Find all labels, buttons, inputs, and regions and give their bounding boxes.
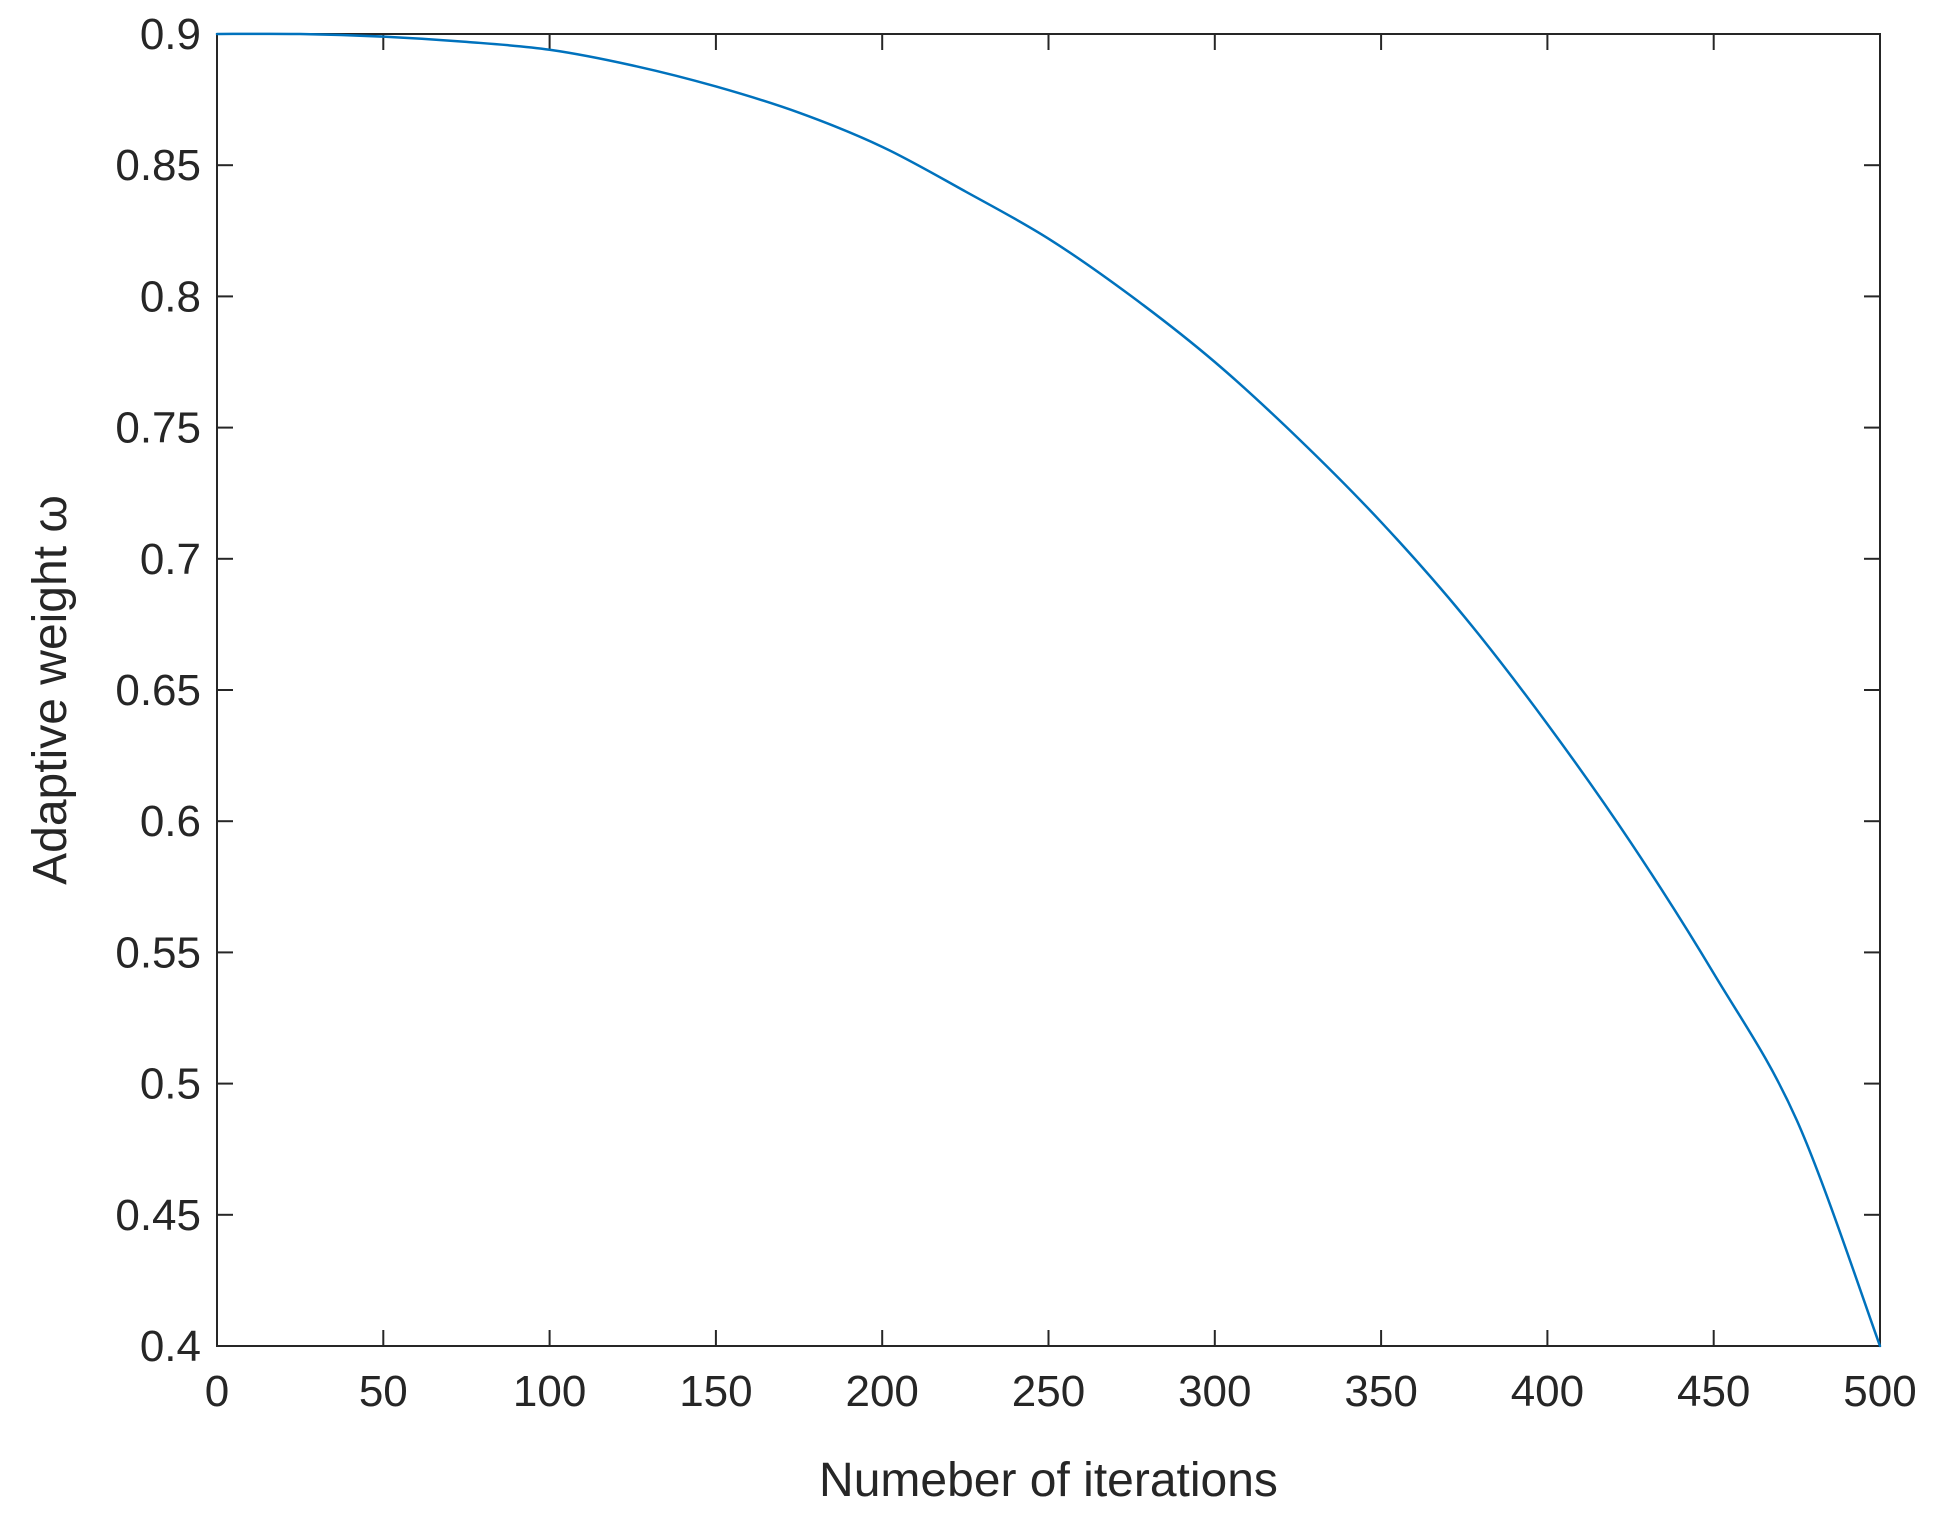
y-tick-label: 0.55: [115, 928, 201, 977]
y-tick-label: 0.9: [140, 10, 201, 59]
x-tick-labels: 0 50 100 150 200 250 300 350 400 450 500: [205, 1367, 1917, 1416]
y-tick-label: 0.5: [140, 1060, 201, 1109]
x-tick-label: 200: [845, 1367, 918, 1416]
y-tick-label: 0.75: [115, 404, 201, 453]
series-layer: [215, 32, 1882, 1348]
x-tick-label: 350: [1344, 1367, 1417, 1416]
plot-frame: [216, 33, 1881, 1347]
series-line: [215, 32, 1882, 1348]
x-tick-label: 250: [1012, 1367, 1085, 1416]
x-tick-label: 100: [513, 1367, 586, 1416]
y-tick-label: 0.85: [115, 141, 201, 190]
y-axis-label: Adaptive weight ω: [24, 495, 77, 885]
y-tick-label: 0.7: [140, 535, 201, 584]
ticks: [216, 33, 1881, 1347]
y-tick-label: 0.8: [140, 272, 201, 321]
y-tick-label: 0.6: [140, 797, 201, 846]
y-tick-labels: 0.4 0.45 0.5 0.55 0.6 0.65 0.7 0.75 0.8 0.85 0.9: [115, 10, 201, 1371]
x-tick-label: 300: [1178, 1367, 1251, 1416]
x-tick-label: 0: [205, 1367, 229, 1416]
x-axis-label: Numeber of iterations: [819, 1454, 1278, 1507]
x-tick-label: 400: [1511, 1367, 1584, 1416]
y-tick-label: 0.45: [115, 1191, 201, 1240]
y-tick-label: 0.4: [140, 1322, 201, 1371]
y-tick-label: 0.65: [115, 666, 201, 715]
x-tick-label: 150: [679, 1367, 752, 1416]
x-tick-label: 500: [1843, 1367, 1916, 1416]
axes-box: [216, 33, 1881, 1347]
x-tick-label: 450: [1677, 1367, 1750, 1416]
x-tick-label: 50: [359, 1367, 408, 1416]
